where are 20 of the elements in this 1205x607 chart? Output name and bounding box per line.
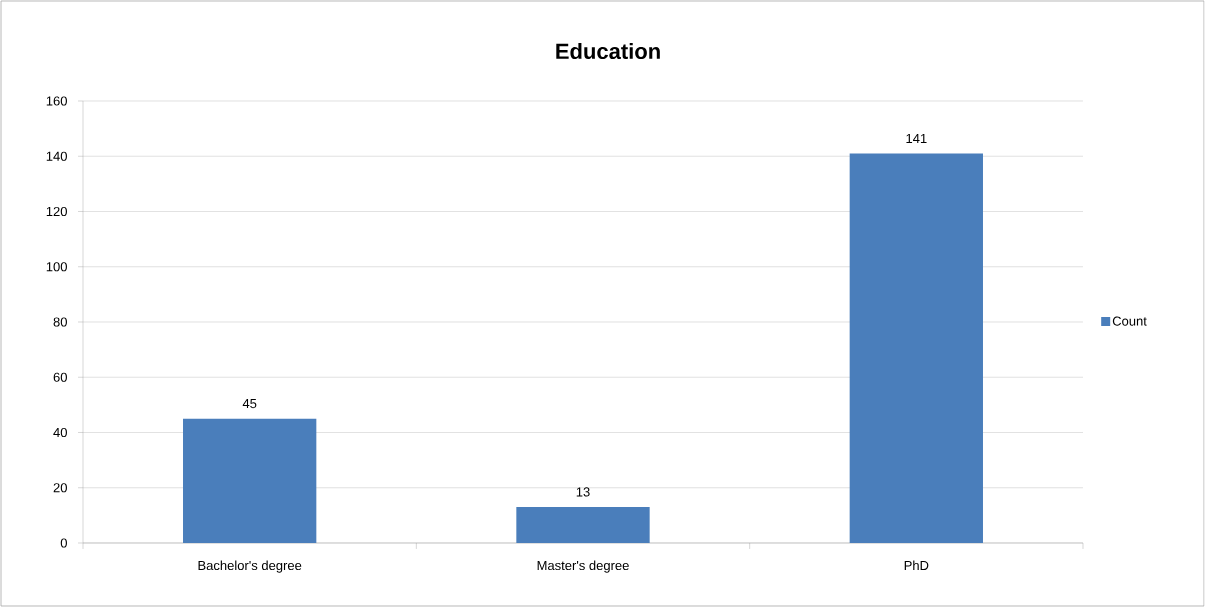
y-tick-label: 60 bbox=[53, 372, 67, 382]
chart-title: Education bbox=[556, 42, 660, 60]
y-tick-label: 160 bbox=[46, 96, 67, 106]
bar bbox=[849, 153, 983, 543]
y-tick-label: 120 bbox=[46, 206, 67, 217]
x-tick-label: Bachelor's degree bbox=[198, 560, 302, 573]
y-tick-label: 140 bbox=[46, 151, 67, 161]
y-tick-label: 100 bbox=[46, 262, 67, 272]
y-tick-label: 40 bbox=[53, 427, 67, 438]
x-tick-label: Master's degree bbox=[537, 560, 629, 573]
y-tick-label: 0 bbox=[60, 538, 67, 548]
data-label: 45 bbox=[242, 399, 257, 409]
bar bbox=[183, 418, 317, 543]
legend-label: Count bbox=[1112, 316, 1147, 326]
bar bbox=[516, 507, 650, 543]
y-tick-label: 20 bbox=[53, 483, 67, 493]
y-tick-label: 80 bbox=[53, 317, 67, 327]
data-label: 141 bbox=[906, 134, 927, 143]
x-tick-label: PhD bbox=[904, 560, 929, 570]
data-label: 13 bbox=[576, 487, 590, 497]
